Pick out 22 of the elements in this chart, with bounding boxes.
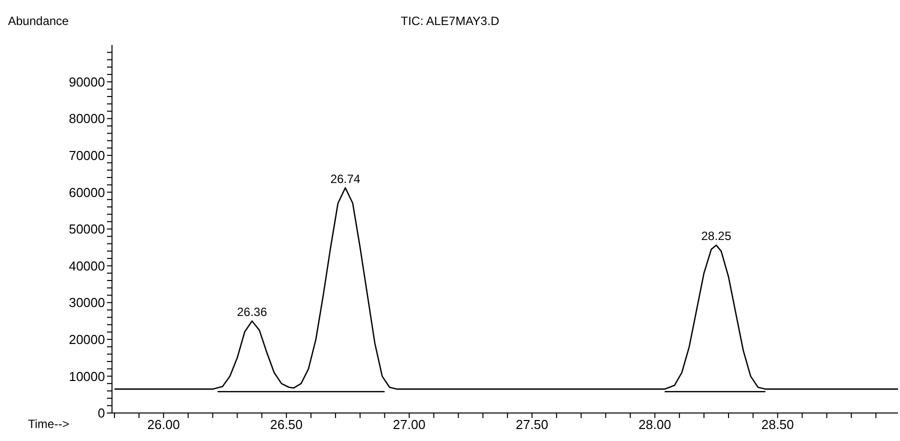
x-tick-label: 27.00 — [392, 417, 426, 432]
y-tick-label: 70000 — [68, 148, 105, 164]
y-tick-label: 90000 — [68, 74, 105, 90]
chart-title: TIC: ALE7MAY3.D — [400, 14, 500, 28]
x-axis-title: Time--> — [28, 417, 70, 431]
annotation: 26.36 — [236, 305, 268, 319]
annotation: 28.25 — [701, 229, 732, 244]
x-tick-label: 26.00 — [147, 417, 180, 432]
y-tick-label: 50000 — [68, 222, 105, 237]
x-tick-label: 28.50 — [761, 417, 794, 432]
y-tick-label: 80000 — [68, 111, 105, 126]
y-tick-label: 40000 — [68, 258, 105, 274]
y-tick-label: 30000 — [68, 295, 105, 310]
y-tick-label: 0 — [98, 406, 105, 421]
annotation: 26.74 — [330, 172, 361, 186]
y-tick-label: 60000 — [68, 184, 105, 200]
y-tick-label: 20000 — [68, 332, 105, 348]
x-tick-label: 27.50 — [516, 417, 548, 432]
y-tick-label: 10000 — [68, 368, 105, 384]
x-tick-label: 26.50 — [270, 417, 303, 432]
x-tick-label: 28.00 — [638, 417, 672, 432]
y-axis-title: Abundance — [8, 14, 69, 28]
